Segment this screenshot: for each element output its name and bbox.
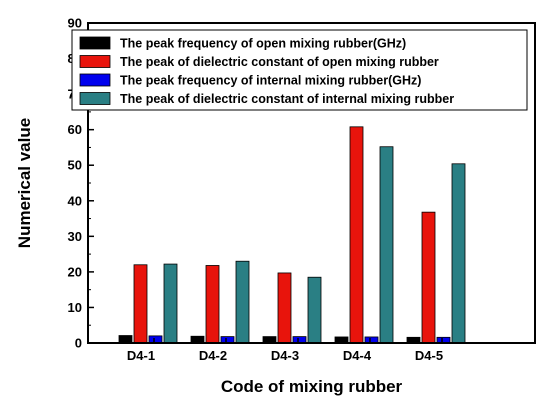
- legend-entry: The peak of dielectric constant of open …: [120, 55, 439, 69]
- legend-swatch: [79, 36, 111, 50]
- y-tick-label: 60: [68, 122, 82, 137]
- x-axis: D4-1 D4-2 D4-3 D4-4 D4-5: [127, 338, 443, 363]
- bar: [148, 335, 163, 344]
- y-tick-label: 10: [68, 300, 82, 315]
- legend-entry: The peak frequency of internal mixing ru…: [120, 74, 421, 88]
- legend-entry: The peak of dielectric constant of inter…: [120, 92, 454, 106]
- bar: [205, 265, 220, 344]
- legend: The peak frequency of open mixing rubber…: [71, 29, 528, 111]
- bar: [190, 335, 205, 344]
- y-tick-label: 90: [68, 16, 82, 31]
- bar: [307, 276, 322, 344]
- y-tick-label: 0: [75, 336, 82, 351]
- y-tick-label: 20: [68, 264, 82, 279]
- x-axis-title: Code of mixing rubber: [221, 377, 403, 396]
- legend-entry: The peak frequency of open mixing rubber…: [120, 37, 406, 51]
- x-tick-label: D4-1: [127, 348, 155, 363]
- x-tick-label: D4-3: [271, 348, 299, 363]
- legend-swatch: [79, 92, 111, 105]
- x-tick-label: D4-2: [199, 348, 227, 363]
- legend-swatch: [79, 73, 111, 87]
- bar: [163, 263, 178, 344]
- y-tick-label: 30: [68, 229, 82, 244]
- y-axis-title: Numerical value: [15, 118, 34, 248]
- x-tick-label: D4-5: [415, 348, 443, 363]
- x-tick-label: D4-4: [343, 348, 372, 363]
- legend-swatch: [79, 55, 111, 68]
- bar: [349, 126, 364, 344]
- bar: [421, 211, 436, 344]
- bar: [118, 335, 133, 344]
- y-tick-label: 50: [68, 158, 82, 173]
- bars-layer: [118, 126, 466, 344]
- bar: [277, 272, 292, 344]
- y-tick-label: 40: [68, 193, 82, 208]
- bar: [451, 163, 466, 344]
- bar: [235, 260, 250, 344]
- legend-box: [71, 29, 528, 111]
- bar: [379, 146, 394, 344]
- bar: [133, 264, 148, 344]
